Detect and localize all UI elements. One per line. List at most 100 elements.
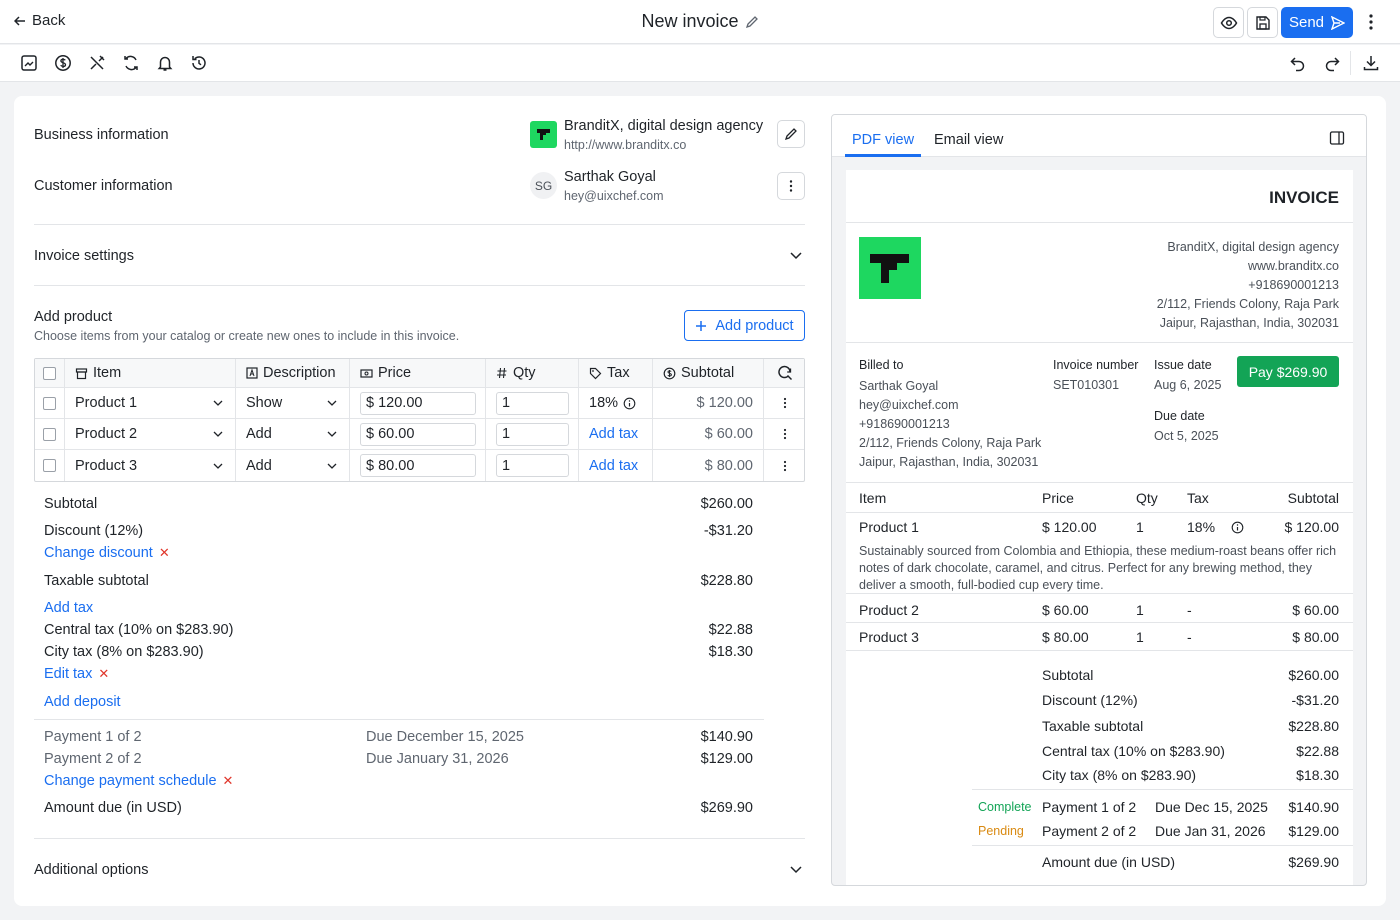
price-input[interactable]: $ 120.00 xyxy=(360,391,476,415)
pencil-icon[interactable] xyxy=(745,15,759,29)
row-more-button[interactable] xyxy=(764,419,805,449)
payment2-due: Due January 31, 2026 xyxy=(366,751,509,767)
remove-discount-icon[interactable]: ✕ xyxy=(158,545,170,560)
billed-line: Jaipur, Rajasthan, India, 302031 xyxy=(859,455,1039,469)
tab-pdf-view[interactable]: PDF view xyxy=(852,132,915,148)
invoice-settings-toggle[interactable] xyxy=(789,250,803,260)
info-icon xyxy=(1231,521,1244,533)
redo-icon xyxy=(1325,57,1340,72)
pay-button[interactable]: Pay $269.90 xyxy=(1237,356,1339,387)
send-button[interactable]: Send xyxy=(1281,7,1353,38)
add-tax-link[interactable]: Add tax xyxy=(44,600,94,616)
pv-row2-qty: 1 xyxy=(1136,602,1144,618)
qty-input[interactable]: 1 xyxy=(496,391,569,415)
description-value: Add xyxy=(246,457,272,474)
edit-business-button[interactable] xyxy=(777,120,805,148)
description-select[interactable]: Show xyxy=(236,388,350,418)
qty-input[interactable]: 1 xyxy=(496,454,569,477)
add-tax-link[interactable]: Add tax xyxy=(579,419,653,449)
redo-button[interactable] xyxy=(1323,54,1341,72)
item-select[interactable]: Product 3 xyxy=(65,450,236,481)
pv-p1-due: Due Dec 15, 2025 xyxy=(1155,799,1268,815)
pv-header-item: Item xyxy=(859,490,887,506)
row-more-button[interactable] xyxy=(764,388,805,418)
table-search-cell[interactable] xyxy=(764,359,805,387)
header-item: Item xyxy=(65,359,236,387)
row-more-button[interactable] xyxy=(764,450,805,481)
cash-icon xyxy=(360,368,373,378)
price-input[interactable]: $ 80.00 xyxy=(360,454,476,477)
item-select[interactable]: Product 1 xyxy=(65,388,236,418)
pv-row1-price: $ 120.00 xyxy=(1042,519,1097,535)
row-select-cell xyxy=(35,450,65,481)
back-button[interactable]: Back xyxy=(14,12,65,29)
tax-cell[interactable]: 18% xyxy=(579,388,653,418)
divider xyxy=(846,342,1353,343)
row-checkbox[interactable] xyxy=(43,459,56,472)
add-tax-link[interactable]: Add tax xyxy=(579,450,653,481)
description-value: Show xyxy=(246,395,283,411)
pv-row1-description: Sustainably sourced from Colombia and Et… xyxy=(859,544,1337,592)
edit-tax-link[interactable]: Edit tax xyxy=(44,666,93,682)
change-payment-schedule-link[interactable]: Change payment schedule xyxy=(44,773,217,789)
add-product-button[interactable]: Add product xyxy=(684,310,805,341)
invoice-heading: INVOICE xyxy=(1269,188,1339,207)
divider xyxy=(846,512,1353,513)
more-vertical-icon xyxy=(783,428,786,440)
row-checkbox[interactable] xyxy=(43,396,56,410)
sync-tool[interactable] xyxy=(122,54,140,72)
history-tool[interactable] xyxy=(190,54,208,72)
business-logo xyxy=(859,237,921,299)
remove-schedule-icon[interactable]: ✕ xyxy=(222,773,234,788)
add-deposit-link[interactable]: Add deposit xyxy=(44,694,121,710)
sync-icon xyxy=(124,55,138,71)
currency-tool[interactable] xyxy=(54,54,72,72)
pv-taxable-label: Taxable subtotal xyxy=(1042,718,1144,734)
description-select[interactable]: Add xyxy=(236,419,350,449)
description-select[interactable]: Add xyxy=(236,450,350,481)
additional-options-label[interactable]: Additional options xyxy=(34,862,149,878)
customer-more-button[interactable] xyxy=(777,172,805,200)
billed-line: Sarthak Goyal xyxy=(859,379,939,393)
taxable-subtotal-value: $228.80 xyxy=(700,573,753,589)
panel-toggle-button[interactable] xyxy=(1329,130,1345,146)
company-line: +918690001213 xyxy=(1248,278,1339,292)
additional-options-toggle[interactable] xyxy=(789,864,803,874)
header-description-label: Description xyxy=(263,365,336,381)
divider xyxy=(846,222,1353,223)
row-checkbox[interactable] xyxy=(43,427,56,441)
notifications-tool[interactable] xyxy=(156,54,174,72)
info-icon xyxy=(623,397,636,409)
header-description: Description xyxy=(236,359,350,387)
more-menu-button[interactable] xyxy=(1362,12,1380,32)
issue-date: Aug 6, 2025 xyxy=(1154,378,1222,392)
select-all-checkbox[interactable] xyxy=(43,366,56,380)
change-discount-link[interactable]: Change discount xyxy=(44,545,153,561)
taxable-subtotal-label: Taxable subtotal xyxy=(44,573,149,589)
save-icon xyxy=(1255,15,1270,30)
company-line: BranditX, digital design agency xyxy=(1167,240,1339,254)
invoice-settings-label[interactable]: Invoice settings xyxy=(34,248,134,264)
pv-row1-qty: 1 xyxy=(1136,519,1144,535)
tab-email-view[interactable]: Email view xyxy=(934,132,1004,148)
tools-tool[interactable] xyxy=(88,54,106,72)
undo-button[interactable] xyxy=(1289,54,1307,72)
save-button[interactable] xyxy=(1247,7,1278,38)
change-discount-row: Change discount ✕ xyxy=(44,545,170,561)
company-line: www.branditx.co xyxy=(1247,259,1339,273)
download-button[interactable] xyxy=(1362,54,1380,72)
header-subtotal: Subtotal xyxy=(653,359,764,387)
price-input[interactable]: $ 60.00 xyxy=(360,422,476,446)
invoice-number: SET010301 xyxy=(1053,378,1120,392)
preview-button[interactable] xyxy=(1213,7,1244,38)
add-product-description: Choose items from your catalog or create… xyxy=(34,329,460,343)
more-vertical-icon xyxy=(1369,14,1373,30)
qty-input[interactable]: 1 xyxy=(496,422,569,446)
image-tool[interactable] xyxy=(20,54,38,72)
business-logo xyxy=(530,121,557,148)
customer-info-label: Customer information xyxy=(34,178,173,194)
remove-tax-icon[interactable]: ✕ xyxy=(98,666,110,681)
divider xyxy=(972,845,1353,846)
chevron-down-icon xyxy=(327,463,337,469)
item-select[interactable]: Product 2 xyxy=(65,419,236,449)
